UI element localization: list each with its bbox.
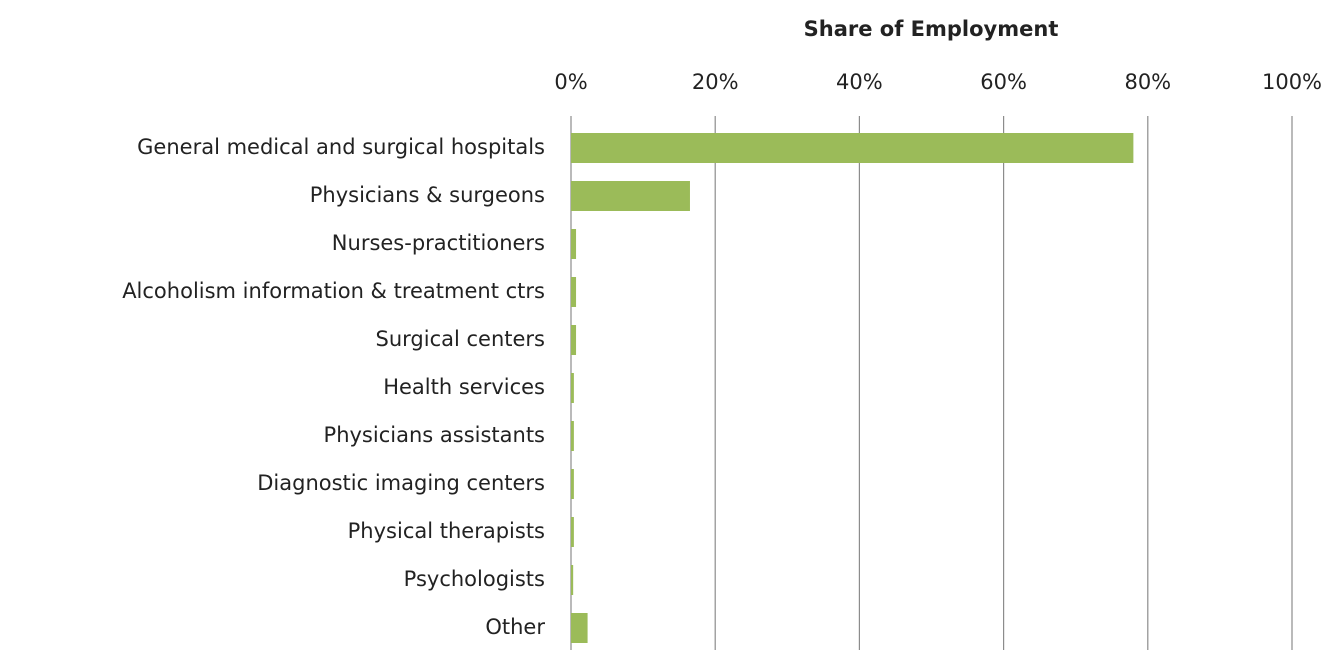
bar	[571, 373, 574, 403]
y-tick-label: Health services	[383, 375, 545, 399]
bar	[571, 421, 574, 451]
bar	[571, 469, 574, 499]
bar	[571, 229, 577, 259]
bar	[571, 133, 1134, 163]
x-tick-label: 0%	[554, 70, 587, 94]
bar	[571, 325, 577, 355]
bar	[571, 565, 574, 595]
y-tick-label: Physicians assistants	[324, 423, 545, 447]
bar	[571, 517, 574, 547]
x-tick-label: 80%	[1124, 70, 1171, 94]
y-tick-label: Physicians & surgeons	[310, 183, 545, 207]
bar	[571, 613, 588, 643]
bar	[571, 277, 577, 307]
y-tick-label: General medical and surgical hospitals	[137, 135, 545, 159]
x-tick-label: 20%	[692, 70, 739, 94]
y-tick-label: Other	[485, 615, 545, 639]
y-tick-label: Surgical centers	[376, 327, 546, 351]
x-tick-label: 40%	[836, 70, 883, 94]
y-tick-label: Physical therapists	[348, 519, 545, 543]
axis-title: Share of Employment	[804, 17, 1059, 41]
y-tick-label: Nurses-practitioners	[332, 231, 545, 255]
y-tick-label: Diagnostic imaging centers	[257, 471, 545, 495]
y-tick-label: Alcoholism information & treatment ctrs	[122, 279, 545, 303]
x-tick-label: 100%	[1262, 70, 1322, 94]
bar	[571, 181, 690, 211]
x-tick-label: 60%	[980, 70, 1027, 94]
y-tick-label: Psychologists	[404, 567, 545, 591]
